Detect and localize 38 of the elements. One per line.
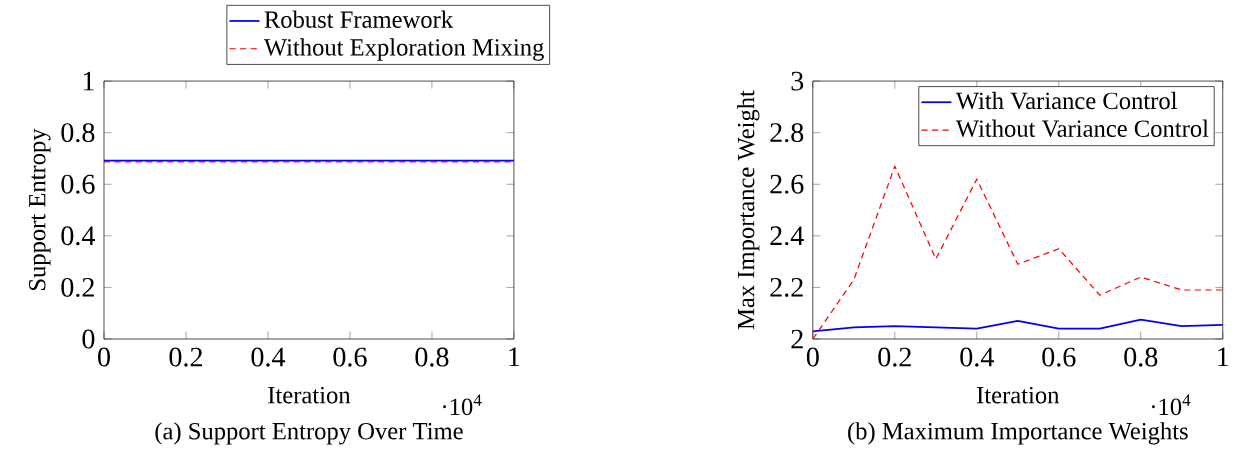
legend-label: Without Variance Control xyxy=(955,119,1209,138)
x-tick-label: 0.4 xyxy=(960,347,994,367)
x-tick-label: 0.6 xyxy=(1042,347,1076,367)
x-tick-label: 1 xyxy=(509,347,520,367)
text: (a) Support Entropy Over Time xyxy=(155,422,463,445)
y-tick-label: 0.4 xyxy=(61,226,95,246)
x-tick-label: 0 xyxy=(806,347,819,367)
y-tick-label: 2.8 xyxy=(770,123,804,143)
x-tick-label: 0.8 xyxy=(415,347,449,367)
y-tick-label: 1 xyxy=(83,71,94,91)
y-tick-label: 0.8 xyxy=(61,123,95,143)
line-series xyxy=(811,318,1224,333)
y-tick-label: 0 xyxy=(82,329,95,349)
x-axis-title: Iteration xyxy=(977,386,1060,404)
legend-label: Robust Framework xyxy=(264,10,454,28)
x-tick-label: 0.2 xyxy=(878,347,911,367)
x-tick-label: 0.4 xyxy=(251,347,286,367)
y-tick-label: 2.2 xyxy=(770,277,803,297)
y-tick-label: 2.6 xyxy=(770,174,804,194)
text: ·10$^{4}$ xyxy=(1151,394,1191,416)
x-tick-label: 0.8 xyxy=(1124,347,1158,367)
y-tick-label: 2 xyxy=(791,329,803,349)
y-axis-title: Support Entropy xyxy=(28,128,51,291)
y-axis-title: Max Importance Weight xyxy=(737,90,760,330)
x-tick-label: 0.2 xyxy=(169,347,202,367)
x-axis-title: Iteration xyxy=(268,386,351,404)
y-tick-label: 2.4 xyxy=(770,226,804,246)
x-tick-label: 0 xyxy=(98,347,110,367)
line-series xyxy=(812,165,1224,340)
x-tick-label: 1 xyxy=(1218,347,1229,367)
legend-label: Without Exploration Mixing xyxy=(263,38,544,61)
text: (b) Maximum Importance Weights xyxy=(848,422,1188,445)
legend-label: With Variance Control xyxy=(955,91,1178,110)
y-tick-label: 3 xyxy=(791,71,804,91)
y-tick-label: 0.2 xyxy=(61,277,94,297)
y-tick-label: 0.6 xyxy=(61,174,95,194)
x-tick-label: 0.6 xyxy=(333,347,367,367)
text: ·10$^{4}$ xyxy=(443,394,482,416)
